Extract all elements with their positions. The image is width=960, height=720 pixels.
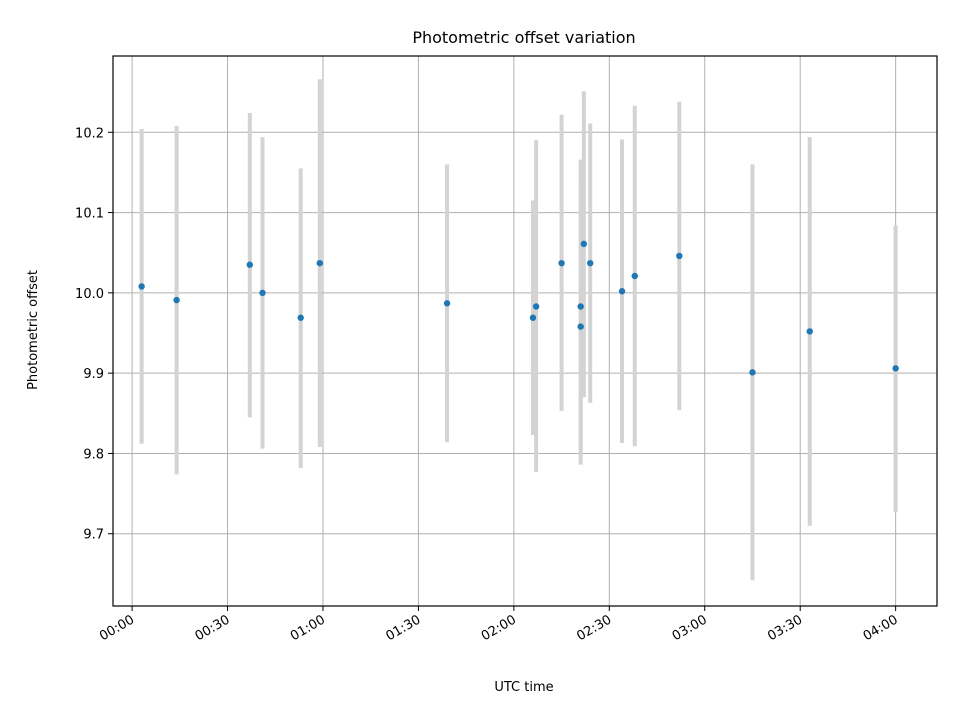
data-point	[749, 369, 756, 376]
data-point	[138, 283, 145, 290]
data-point	[587, 259, 594, 267]
data-point	[892, 365, 899, 372]
y-tick-label: 10.1	[75, 207, 104, 222]
y-tick-label: 9.8	[83, 447, 104, 462]
y-tick-label: 9.9	[83, 367, 104, 382]
y-tick-label: 10.0	[75, 287, 104, 302]
data-point	[316, 259, 323, 267]
data-point	[443, 300, 451, 307]
data-point	[618, 288, 626, 295]
data-point	[558, 259, 565, 267]
data-point	[577, 303, 584, 310]
data-point	[577, 323, 584, 330]
data-point	[297, 314, 304, 321]
data-point	[580, 240, 588, 248]
data-point	[246, 261, 254, 268]
data-point	[676, 252, 683, 260]
data-point	[529, 314, 537, 321]
data-point	[173, 296, 180, 304]
data-point	[532, 303, 540, 310]
x-axis-label: UTC time	[494, 680, 553, 695]
y-tick-label: 9.7	[83, 528, 104, 543]
chart-title: Photometric offset variation	[412, 28, 635, 47]
y-tick-label: 10.2	[75, 126, 104, 141]
point-layer	[138, 240, 899, 376]
data-point	[806, 328, 813, 335]
plot-frame	[112, 55, 938, 607]
data-point	[259, 289, 266, 297]
data-point	[631, 272, 638, 280]
y-axis-label: Photometric offset	[26, 270, 41, 390]
